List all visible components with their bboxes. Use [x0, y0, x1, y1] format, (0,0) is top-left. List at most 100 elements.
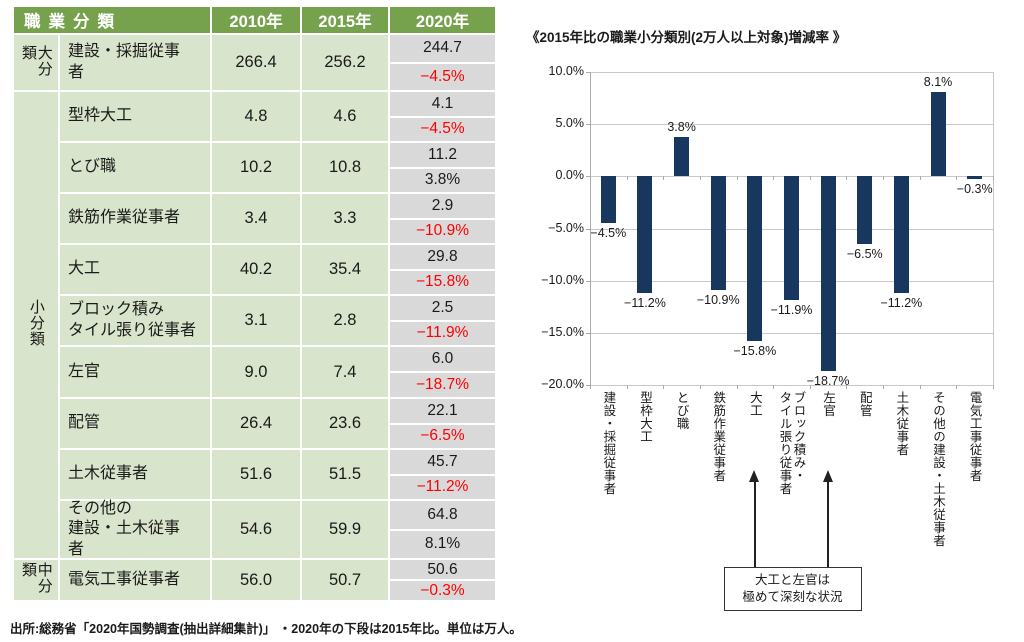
chart-bar	[637, 176, 653, 294]
x-category-label-text: 型枠大工	[637, 391, 652, 443]
value-2020-cell-group: 29.8 −15.8%	[390, 245, 495, 294]
x-axis-tick	[846, 385, 848, 389]
bar-value-label: −0.3%	[956, 182, 993, 197]
x-axis-tick	[919, 385, 921, 389]
value-2015-cell: 50.7	[302, 560, 388, 600]
chart-bar	[893, 176, 909, 294]
value-2020-cell: 244.7	[390, 35, 495, 62]
value-2015-cell: 23.6	[302, 399, 388, 448]
x-axis-tick	[626, 176, 628, 181]
x-axis-tick	[956, 176, 958, 181]
change-2020-cell: 8.1%	[390, 530, 495, 558]
table-header-occupation: 職業分類	[14, 7, 210, 33]
x-category-label-text: 配管	[857, 391, 872, 417]
value-2010-cell: 9.0	[212, 347, 300, 397]
chart-bar	[710, 176, 726, 291]
x-axis-tick	[663, 385, 665, 389]
table-header-2020: 2020年	[390, 7, 495, 33]
x-axis-tick	[736, 176, 738, 181]
x-category-label: その他の建設・土木従事者	[906, 391, 970, 547]
x-category-label: 電気工事従事者	[943, 391, 1007, 482]
bar-value-label: −15.8%	[733, 344, 777, 359]
annotation-box: 大工と左官は 極めて深刻な状況	[723, 567, 862, 611]
x-category-label: 建設・採掘従事者	[576, 391, 640, 495]
x-axis-tick	[590, 385, 591, 389]
y-axis-tick	[586, 124, 590, 126]
x-axis-tick	[773, 385, 775, 389]
change-2020-cell: −10.9%	[390, 219, 495, 243]
change-2020-cell: −11.2%	[390, 475, 495, 499]
value-2020-cell: 11.2	[390, 143, 495, 167]
table-header-2010: 2010年	[212, 7, 300, 33]
value-2020-cell: 50.6	[390, 560, 495, 579]
x-axis-tick	[883, 385, 885, 389]
chart-bar	[674, 136, 690, 177]
change-2020-cell: −4.5%	[390, 63, 495, 90]
x-axis-tick	[883, 176, 885, 181]
chart-gridline	[590, 332, 993, 334]
chart-gridline	[590, 385, 993, 386]
x-category-label: 型枠大工	[613, 391, 677, 443]
x-axis-tick	[590, 176, 591, 181]
x-category-label-text: 土木従事者	[894, 391, 909, 456]
x-axis-tick	[846, 176, 848, 181]
value-2015-cell: 35.4	[302, 245, 388, 294]
class-label-cell: 大分類	[14, 35, 58, 90]
value-2020-cell-group: 6.0 −18.7%	[390, 347, 495, 397]
x-axis-tick	[663, 176, 665, 181]
chart-bar	[857, 176, 873, 245]
chart-gridline	[590, 124, 993, 126]
change-2020-cell: −11.9%	[390, 321, 495, 345]
bar-value-label: 3.8%	[667, 119, 696, 134]
y-axis-tick	[586, 385, 590, 386]
bar-value-label: −11.2%	[624, 296, 666, 311]
value-2020-cell: 4.1	[390, 92, 495, 116]
occupation-name-cell: 型枠大工	[60, 92, 210, 141]
chart-bar	[784, 176, 799, 301]
value-2020-cell-group: 2.5 −11.9%	[390, 296, 495, 345]
chart-bar	[967, 176, 983, 180]
x-axis-tick	[919, 176, 921, 181]
x-axis-tick	[736, 385, 738, 389]
y-axis-label: −5.0%	[548, 220, 584, 235]
change-rate-bar-chart: 《2015年比の職業小分類別(2万人以上対象)増減率 》 10.0% 5.0% 0.…	[520, 0, 1024, 642]
bar-value-label: 8.1%	[923, 74, 953, 89]
value-2020-cell-group: 4.1 −4.5%	[390, 92, 495, 141]
chart-bar	[600, 176, 616, 224]
change-2020-cell: 3.8%	[390, 168, 495, 192]
x-category-label-text: ブロック積み・ タイル張り従事者	[777, 391, 806, 495]
x-category-label: 左官	[796, 391, 860, 417]
annotation-arrow	[754, 482, 756, 567]
x-category-label: 配管	[833, 391, 897, 417]
y-axis-tick	[586, 228, 590, 230]
value-2015-cell: 7.4	[302, 347, 388, 397]
value-2020-cell-group: 22.1 −6.5%	[390, 399, 495, 448]
y-axis-label: 0.0%	[555, 168, 585, 183]
value-2010-cell: 54.6	[212, 501, 300, 558]
value-2020-cell-group: 244.7 −4.5%	[390, 35, 495, 90]
value-2020-cell-group: 11.2 3.8%	[390, 143, 495, 192]
occupation-name-cell: 土木従事者	[60, 450, 210, 499]
y-axis-tick	[586, 72, 590, 73]
value-2020-cell: 2.9	[390, 194, 495, 218]
x-axis-tick	[699, 176, 701, 181]
x-category-label: とび職	[650, 391, 714, 430]
x-category-label-text: その他の建設・土木従事者	[931, 391, 946, 547]
occupation-name-cell: 大工	[60, 245, 210, 294]
x-category-label: 鉄筋作業従事者	[686, 391, 750, 482]
value-2010-cell: 4.8	[212, 92, 300, 141]
x-category-label-text: とび職	[674, 391, 689, 430]
value-2020-cell-group: 50.6 −0.3%	[390, 560, 495, 600]
value-2020-cell: 45.7	[390, 450, 495, 474]
change-2020-cell: −6.5%	[390, 424, 495, 448]
x-category-label-text: 左官	[821, 391, 836, 417]
bar-value-label: −10.9%	[696, 293, 740, 308]
x-axis-tick	[993, 176, 994, 181]
value-2010-cell: 266.4	[212, 35, 300, 90]
value-2015-cell: 51.5	[302, 450, 388, 499]
y-axis-label: 5.0%	[555, 116, 585, 131]
value-2020-cell: 6.0	[390, 347, 495, 371]
value-2015-cell: 59.9	[302, 501, 388, 558]
class-label-cell: 中分類	[14, 560, 58, 600]
arrow-up-icon	[749, 470, 760, 482]
